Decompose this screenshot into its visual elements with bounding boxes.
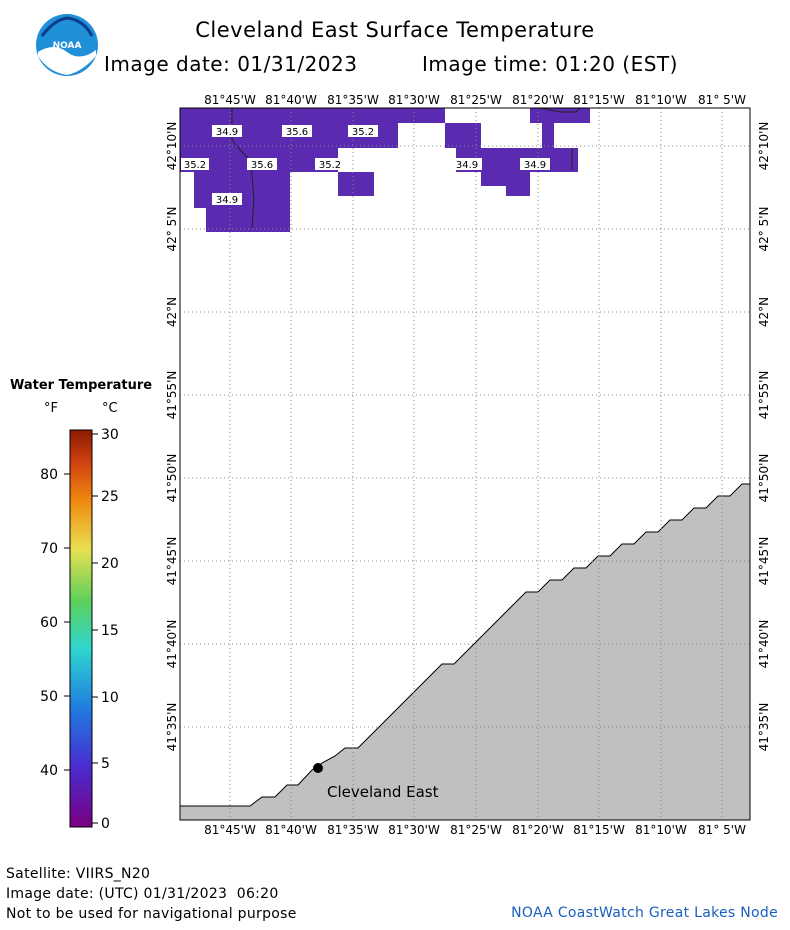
- graticule: [180, 108, 750, 820]
- lat-label: 41°55'N: [165, 371, 179, 420]
- lat-label: 42°10'N: [165, 122, 179, 171]
- lat-label: 41°45'N: [165, 537, 179, 586]
- lon-label: 81°30'W: [388, 823, 440, 837]
- lat-label: 41°50'N: [757, 454, 771, 503]
- lat-label: 42°N: [165, 297, 179, 327]
- f-tick-50: 50: [40, 689, 58, 705]
- land-shoreline: [179, 483, 751, 821]
- lon-label: 81°40'W: [265, 93, 317, 107]
- lat-label: 42°N: [757, 297, 771, 327]
- temp-label: 35.2: [352, 127, 374, 138]
- color-scale: 80 70 60 50 40 30 25 20 15 10 5 0: [40, 427, 119, 832]
- lat-label: 41°40'N: [165, 620, 179, 669]
- unit-celsius: °C: [102, 401, 118, 416]
- lon-label: 81° 5'W: [698, 93, 746, 107]
- lat-label: 41°40'N: [757, 620, 771, 669]
- lon-label: 81°25'W: [450, 823, 502, 837]
- temp-label: 35.2: [184, 160, 206, 171]
- lon-label: 81°10'W: [635, 823, 687, 837]
- image-date: Image date: 01/31/2023: [104, 52, 358, 76]
- noaa-logo: NOAA: [36, 14, 98, 76]
- map: 34.9 35.6 35.2 35.2 35.6 35.2 34.9 34.9 …: [165, 93, 771, 837]
- c-ticks: 30 25 20 15 10 5 0: [92, 427, 119, 832]
- c-tick-5: 5: [101, 756, 110, 772]
- lon-label: 81°15'W: [573, 93, 625, 107]
- lon-label: 81°45'W: [204, 823, 256, 837]
- lon-label: 81°20'W: [512, 823, 564, 837]
- temp-label: 34.9: [216, 195, 238, 206]
- f-tick-40: 40: [40, 763, 58, 779]
- lat-label: 41°35'N: [757, 703, 771, 752]
- lon-label: 81° 5'W: [698, 823, 746, 837]
- satellite-info: Satellite: VIIRS_N20: [6, 866, 151, 882]
- f-tick-80: 80: [40, 467, 58, 483]
- latitude-labels-right: 42°10'N 42° 5'N 42°N 41°55'N 41°50'N 41°…: [757, 122, 771, 752]
- logo-text: NOAA: [53, 41, 82, 51]
- legend-title: Water Temperature: [10, 378, 153, 393]
- utc-date: Image date: (UTC) 01/31/2023 06:20: [6, 886, 279, 902]
- lon-label: 81°20'W: [512, 93, 564, 107]
- lon-label: 81°10'W: [635, 93, 687, 107]
- lon-label: 81°15'W: [573, 823, 625, 837]
- lon-label: 81°45'W: [204, 93, 256, 107]
- c-tick-30: 30: [101, 427, 119, 443]
- temp-label: 34.9: [456, 160, 478, 171]
- lat-label: 42° 5'N: [757, 207, 771, 252]
- lon-label: 81°35'W: [327, 93, 379, 107]
- lon-label: 81°35'W: [327, 823, 379, 837]
- station-marker[interactable]: [313, 763, 323, 773]
- lon-label: 81°30'W: [388, 93, 440, 107]
- f-ticks: 80 70 60 50 40: [40, 467, 70, 779]
- c-tick-25: 25: [101, 489, 119, 505]
- temp-label: 34.9: [524, 160, 546, 171]
- c-tick-10: 10: [101, 690, 119, 706]
- image-time: Image time: 01:20 (EST): [422, 52, 678, 76]
- lat-label: 41°35'N: [165, 703, 179, 752]
- border-line: [539, 107, 581, 113]
- map-title: Cleveland East Surface Temperature: [195, 18, 595, 42]
- temperature-labels: 34.9 35.6 35.2 35.2 35.6 35.2 34.9 34.9 …: [181, 125, 550, 206]
- temp-label: 34.9: [216, 127, 238, 138]
- color-bar: [69, 429, 93, 828]
- temp-label: 35.6: [286, 127, 308, 138]
- lon-label: 81°40'W: [265, 823, 317, 837]
- f-tick-70: 70: [40, 541, 58, 557]
- lat-label: 42° 5'N: [165, 207, 179, 252]
- lon-label: 81°25'W: [450, 93, 502, 107]
- temp-label: 35.6: [251, 160, 273, 171]
- lat-label: 41°50'N: [165, 454, 179, 503]
- f-tick-60: 60: [40, 615, 58, 631]
- unit-fahrenheit: °F: [44, 401, 58, 416]
- station-label: Cleveland East: [327, 783, 439, 801]
- lat-label: 41°45'N: [757, 537, 771, 586]
- lat-label: 41°55'N: [757, 371, 771, 420]
- longitude-labels-bottom: 81°45'W 81°40'W 81°35'W 81°30'W 81°25'W …: [204, 823, 746, 837]
- disclaimer: Not to be used for navigational purpose: [6, 906, 297, 922]
- c-tick-20: 20: [101, 556, 119, 572]
- latitude-labels-left: 42°10'N 42° 5'N 42°N 41°55'N 41°50'N 41°…: [165, 122, 179, 752]
- longitude-labels-top: 81°45'W 81°40'W 81°35'W 81°30'W 81°25'W …: [204, 93, 746, 107]
- c-tick-0: 0: [101, 816, 110, 832]
- c-tick-15: 15: [101, 623, 119, 639]
- temp-label: 35.2: [319, 160, 341, 171]
- lat-label: 42°10'N: [757, 122, 771, 171]
- map-frame: [179, 107, 751, 821]
- credit-link[interactable]: NOAA CoastWatch Great Lakes Node: [511, 905, 778, 921]
